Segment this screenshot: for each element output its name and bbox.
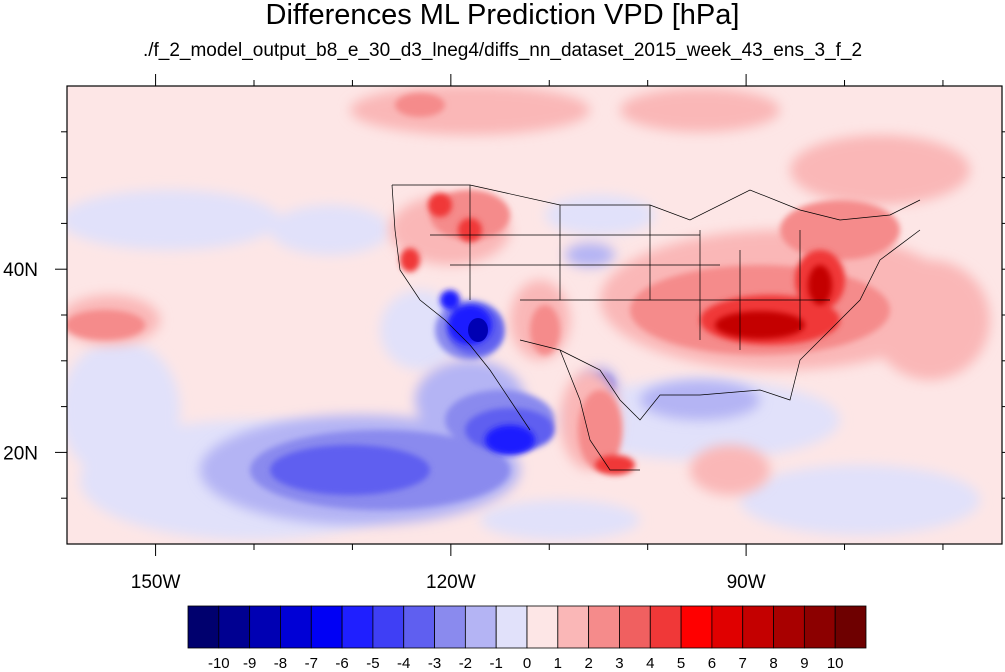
california-negative-core: [468, 318, 488, 342]
colorbar-swatch: [557, 605, 590, 649]
colorbar-swatch: [773, 605, 805, 649]
colorbar-swatch: [310, 605, 343, 649]
colorbar-swatch: [187, 605, 220, 649]
colorbar-label: -3: [428, 655, 441, 672]
colorbar-label: 0: [523, 655, 531, 672]
map-title: Differences ML Prediction VPD [hPa]: [265, 0, 740, 31]
colorbar-swatch: [372, 605, 405, 649]
colorbar-label: 5: [677, 655, 685, 672]
colorbar-swatch: [588, 605, 620, 649]
colorbar-swatch: [680, 605, 713, 649]
lat-tick-label: 40N: [3, 260, 38, 281]
axis-ticks: [55, 74, 1005, 556]
lon-tick-label: 120W: [426, 572, 476, 593]
lon-tick-label: 90W: [727, 572, 766, 593]
colorbar-label: -8: [274, 655, 287, 672]
colorbar-label: 3: [615, 655, 623, 672]
colorbar-label: -7: [305, 655, 318, 672]
colorbar-label: 10: [827, 655, 844, 672]
colorbar-label: -5: [366, 655, 379, 672]
colorbar-swatch: [649, 605, 682, 649]
colorbar-label: 8: [769, 655, 777, 672]
colorbar-swatch: [280, 605, 312, 649]
colorbar-swatch: [249, 605, 281, 649]
colorbar-swatch: [218, 605, 251, 649]
colorbar-label: -6: [335, 655, 348, 672]
coastlines: [391, 184, 921, 471]
colorbar-label: 9: [800, 655, 808, 672]
colorbar-swatch: [341, 605, 374, 649]
lat-tick-label: 20N: [3, 443, 38, 464]
colorbar-swatch: [619, 605, 651, 649]
colorbar-swatch: [742, 605, 774, 649]
colorbar-swatch: [834, 605, 867, 649]
colorbar-label: -4: [397, 655, 410, 672]
colorbar-swatch: [711, 605, 744, 649]
colorbar: [187, 605, 867, 649]
lon-tick-label: 150W: [131, 572, 181, 593]
eastern-us-core: [715, 265, 832, 339]
map-plot-area: [67, 86, 1002, 544]
colorbar-swatch: [464, 605, 497, 649]
colorbar-label: 4: [646, 655, 654, 672]
colorbar-label: -2: [459, 655, 472, 672]
colorbar-swatch: [403, 605, 435, 649]
axis-tick-labels: 150W 120W 90W 40N 20N: [3, 260, 766, 593]
colorbar-label: -10: [208, 655, 230, 672]
colorbar-swatch: [434, 605, 466, 649]
map-subtitle: ./f_2_model_output_b8_e_30_d3_lneg4/diff…: [142, 40, 863, 61]
colorbar-label: -1: [490, 655, 503, 672]
colorbar-label: -9: [243, 655, 256, 672]
colorbar-swatch: [526, 605, 559, 649]
colorbar-label: 1: [554, 655, 562, 672]
colorbar-label: 6: [708, 655, 716, 672]
colorbar-swatch: [803, 605, 836, 649]
colorbar-label: 7: [739, 655, 747, 672]
colorbar-labels: -10 -9 -8 -7 -6 -5 -4 -3 -2 -1 0 1 2 3 4 5 6 7 8 9 10: [208, 655, 844, 672]
colorbar-swatch: [495, 605, 528, 649]
colorbar-label: 2: [584, 655, 592, 672]
